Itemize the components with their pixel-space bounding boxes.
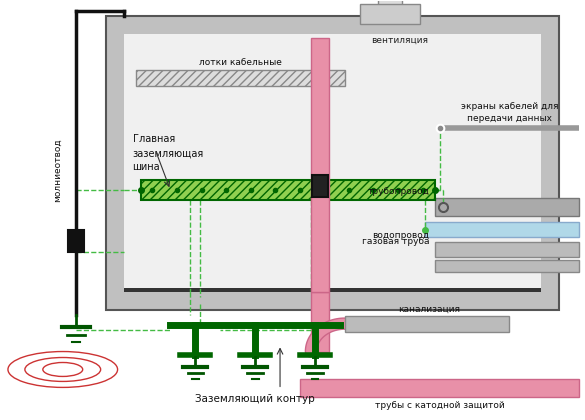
Bar [123,34,541,292]
Text: трубопровод: трубопровод [367,187,429,196]
Bar [106,16,559,310]
Text: экраны кабелей для
передачи данных: экраны кабелей для передачи данных [460,102,558,123]
Bar [136,71,345,87]
Bar [123,288,541,292]
Bar [311,37,329,292]
Bar [140,180,435,200]
Bar [435,242,579,257]
Text: молниеотвод: молниеотвод [53,138,62,202]
Bar [300,379,579,397]
Bar [425,222,579,237]
Text: вентиляция: вентиляция [371,36,428,45]
Text: водопровод: водопровод [373,231,429,240]
Text: канализация: канализация [398,304,460,314]
Bar [378,0,402,16]
Bar [345,316,510,332]
Text: Заземляющий контур: Заземляющий контур [195,394,315,404]
Text: Главная
заземляющая
шина: Главная заземляющая шина [133,134,204,172]
Text: газовая труба: газовая труба [362,237,429,246]
Bar [312,175,328,197]
Text: трубы с катодной защитой: трубы с катодной защитой [374,402,504,410]
Bar [435,198,579,216]
Bar [435,260,579,272]
Bar [311,292,329,352]
Text: лотки кабельные: лотки кабельные [199,58,281,68]
Bar [360,4,419,24]
Bar [68,230,84,252]
